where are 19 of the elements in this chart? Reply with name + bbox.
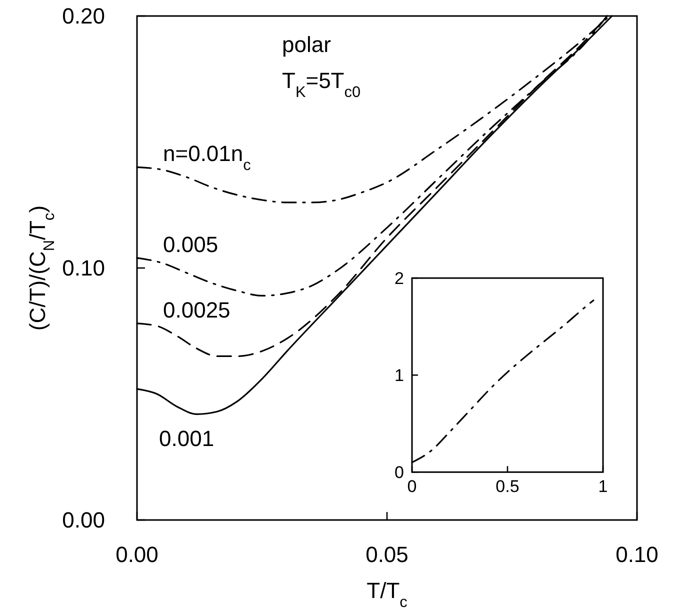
x-tick-label: 0.05 [366, 542, 408, 567]
x-tick-label: 0 [407, 477, 417, 496]
x-tick-label: 0.10 [616, 542, 658, 567]
annotation: T$_{K}$=5T$_{c0}$ [282, 68, 361, 100]
y-tick-label: 0 [394, 463, 404, 482]
y-tick-label: 0.00 [62, 508, 105, 533]
x-tick-label: 1 [598, 477, 608, 496]
y-tick-label: 1 [394, 366, 404, 386]
y-tick-label: 0.20 [62, 4, 105, 29]
series-label: 0.005 [163, 232, 218, 257]
series-label: 0.001 [159, 426, 214, 452]
x-tick-label: 0.5 [496, 477, 520, 496]
x-axis-title: T/T$_{c}$ [366, 578, 408, 610]
series-label: 0.0025 [163, 297, 230, 322]
annotation: polar [282, 32, 331, 57]
y-tick-label: 2 [394, 269, 404, 288]
series-label: n=0.01n$_{c}$ [163, 141, 252, 174]
y-tick-label: 0.10 [62, 256, 105, 281]
x-tick-label: 0.00 [116, 542, 158, 567]
